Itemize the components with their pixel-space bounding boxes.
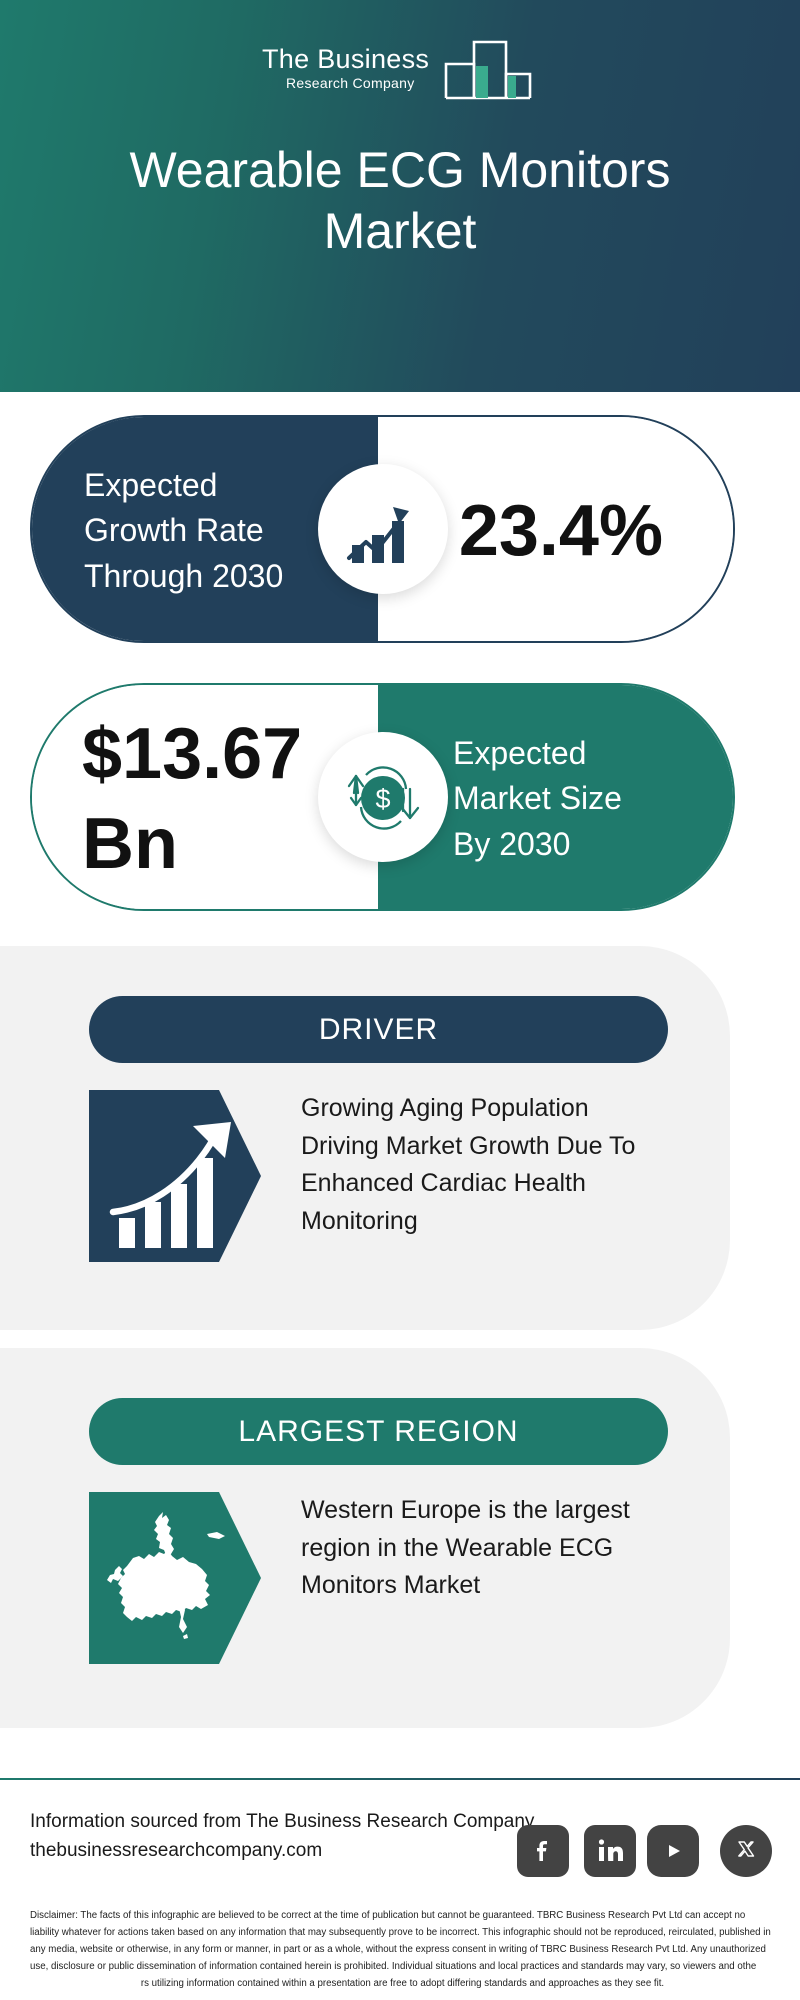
svg-text:The Business: The Business <box>262 44 429 74</box>
svg-text:$: $ <box>375 784 390 814</box>
svg-text:Research Company: Research Company <box>286 75 415 91</box>
